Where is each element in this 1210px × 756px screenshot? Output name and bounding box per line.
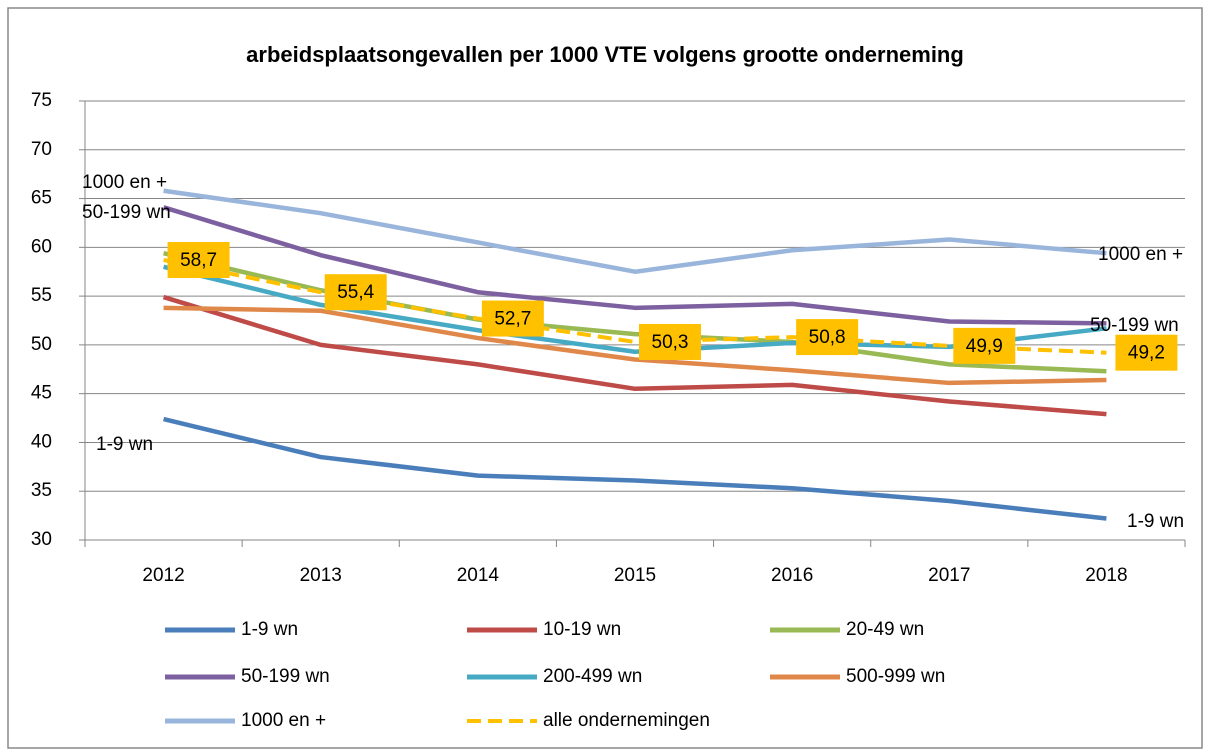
legend-label: 20-49 wn	[846, 619, 924, 640]
data-label: 49,2	[1128, 343, 1165, 364]
series-line	[163, 188, 1107, 274]
x-tick-label: 2017	[928, 565, 970, 586]
series-line	[162, 205, 1107, 326]
data-label-box	[1115, 334, 1178, 371]
series-line	[163, 258, 1107, 355]
annotation: 1000 en +	[1098, 244, 1183, 265]
x-tick-label: 2012	[142, 565, 184, 586]
legend-label: alle ondernemingen	[543, 710, 710, 731]
data-label: 52,7	[494, 309, 531, 330]
annotation: 1000 en +	[82, 172, 167, 193]
annotation: 50-199 wn	[1090, 315, 1179, 336]
annotation: 50-199 wn	[82, 202, 171, 223]
y-tick-label: 65	[31, 188, 52, 209]
data-label: 49,9	[966, 336, 1003, 357]
series-line	[163, 305, 1107, 386]
y-tick-label: 45	[31, 383, 52, 404]
data-label: 50,3	[652, 332, 689, 353]
legend-label: 1-9 wn	[241, 619, 298, 640]
legend-label: 200-499 wn	[543, 666, 642, 687]
annotation: 1-9 wn	[1127, 511, 1184, 532]
x-tick-label: 2015	[614, 565, 656, 586]
x-tick-label: 2013	[300, 565, 342, 586]
data-label-box	[167, 242, 230, 279]
series-line	[163, 416, 1107, 521]
series-line	[163, 264, 1107, 354]
chart-frame	[7, 7, 1203, 749]
y-tick-label: 40	[31, 431, 52, 452]
series-line	[162, 294, 1107, 417]
data-label: 55,4	[337, 282, 374, 303]
y-tick-label: 60	[31, 236, 52, 257]
legend-label: 1000 en +	[241, 710, 326, 731]
y-tick-label: 30	[31, 529, 52, 550]
x-tick-label: 2014	[457, 565, 500, 586]
data-label-box	[796, 319, 859, 356]
x-tick-label: 2016	[771, 565, 813, 586]
legend-label: 10-19 wn	[543, 619, 621, 640]
y-tick-label: 55	[31, 285, 52, 306]
y-tick-label: 70	[31, 139, 52, 160]
data-label-box	[639, 323, 701, 360]
y-tick-label: 75	[31, 90, 52, 111]
y-tick-label: 50	[31, 334, 52, 355]
annotation: 1-9 wn	[96, 434, 153, 455]
chart-title: arbeidsplaatsongevallen per 1000 VTE vol…	[246, 42, 964, 67]
data-label: 58,7	[180, 250, 217, 271]
y-tick-label: 35	[31, 480, 52, 501]
data-label-box	[324, 274, 387, 311]
legend-label: 500-999 wn	[846, 666, 945, 687]
data-label-box	[481, 300, 544, 337]
x-tick-label: 2018	[1085, 565, 1127, 586]
data-label: 50,8	[809, 327, 846, 348]
legend-label: 50-199 wn	[241, 666, 330, 687]
data-label-box	[953, 327, 1016, 364]
